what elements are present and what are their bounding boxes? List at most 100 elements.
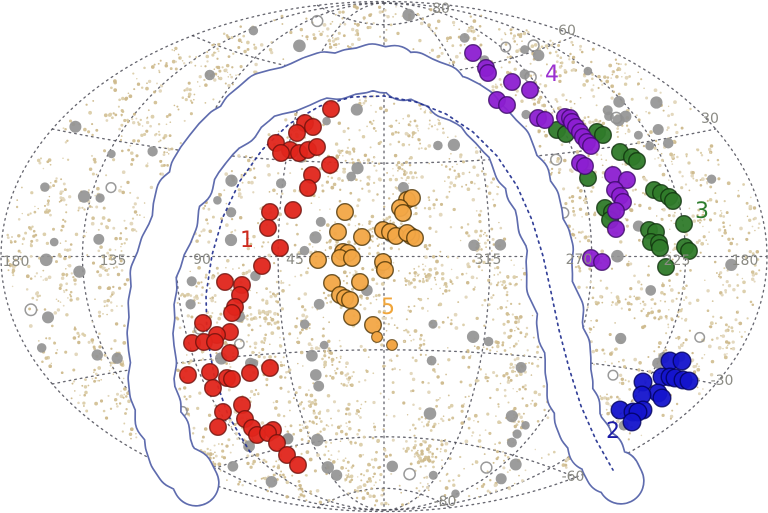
speck [628, 432, 632, 435]
speck [359, 303, 362, 307]
speck [628, 308, 631, 312]
speck [189, 294, 193, 297]
speck [489, 491, 491, 494]
gray-source-dot [243, 440, 255, 453]
speck [522, 31, 527, 36]
speck [537, 97, 542, 102]
cluster-1-point [304, 117, 323, 136]
speck [585, 286, 588, 289]
speck [488, 191, 492, 195]
speck [370, 104, 372, 107]
speck [158, 69, 161, 72]
speck [503, 32, 506, 34]
speck [412, 48, 415, 51]
speck [525, 326, 529, 330]
speck [418, 407, 422, 411]
speck [294, 324, 298, 329]
speck [554, 50, 558, 54]
gray-source-dot [611, 249, 624, 263]
speck [408, 143, 411, 146]
speck [662, 207, 666, 212]
speck [308, 457, 313, 462]
speck [444, 165, 448, 168]
speck [491, 88, 495, 93]
speck [97, 310, 102, 314]
speck [422, 268, 425, 271]
speck [490, 250, 493, 252]
speck [570, 106, 573, 110]
speck [330, 454, 333, 457]
speck [339, 429, 344, 434]
speck [360, 479, 363, 482]
speck [356, 33, 360, 37]
speck [404, 328, 408, 332]
speck [83, 208, 86, 211]
speck [237, 195, 240, 198]
speck [577, 231, 581, 234]
speck [473, 413, 478, 418]
speck [266, 322, 271, 326]
speck [158, 71, 161, 74]
speck [427, 390, 431, 395]
speck [369, 302, 372, 305]
speck [44, 356, 49, 360]
speck [572, 228, 575, 231]
speck [101, 254, 106, 259]
speck [214, 454, 218, 458]
speck [269, 316, 272, 319]
speck [211, 53, 215, 57]
speck [94, 298, 96, 301]
speck [449, 280, 453, 284]
speck [721, 234, 724, 238]
cluster-4-point [464, 44, 483, 63]
speck [96, 270, 100, 274]
speck [14, 264, 17, 267]
speck [305, 474, 308, 477]
speck [736, 273, 739, 276]
speck [715, 336, 719, 340]
speck [200, 359, 203, 362]
speck [49, 181, 52, 184]
speck [279, 363, 284, 368]
speck [129, 191, 132, 194]
speck [46, 160, 50, 164]
speck [671, 258, 674, 261]
speck [421, 380, 425, 384]
speck [625, 218, 629, 222]
speck [351, 375, 353, 378]
speck [53, 311, 58, 315]
speck [216, 57, 219, 60]
speck [412, 286, 415, 289]
speck [37, 207, 39, 210]
speck [86, 254, 89, 257]
speck [123, 219, 126, 222]
speck [17, 218, 21, 221]
speck [252, 392, 257, 397]
speck [377, 162, 381, 165]
speck [691, 214, 695, 218]
speck [62, 218, 65, 222]
speck [300, 452, 303, 455]
speck [105, 416, 109, 420]
speck [680, 186, 684, 190]
cluster-label-1: 1 [240, 228, 254, 253]
speck [296, 340, 299, 344]
speck [83, 127, 87, 132]
speck [713, 260, 717, 264]
speck [459, 455, 462, 459]
speck [606, 411, 610, 416]
speck [582, 83, 587, 87]
speck [650, 311, 654, 315]
speck [511, 313, 514, 316]
speck [512, 37, 515, 40]
speck [487, 303, 491, 307]
speck [628, 295, 632, 299]
speck [95, 173, 98, 176]
speck [578, 267, 581, 270]
speck [232, 268, 234, 270]
speck [94, 401, 98, 406]
speck [307, 435, 310, 438]
speck [492, 370, 496, 375]
speck [242, 34, 246, 38]
